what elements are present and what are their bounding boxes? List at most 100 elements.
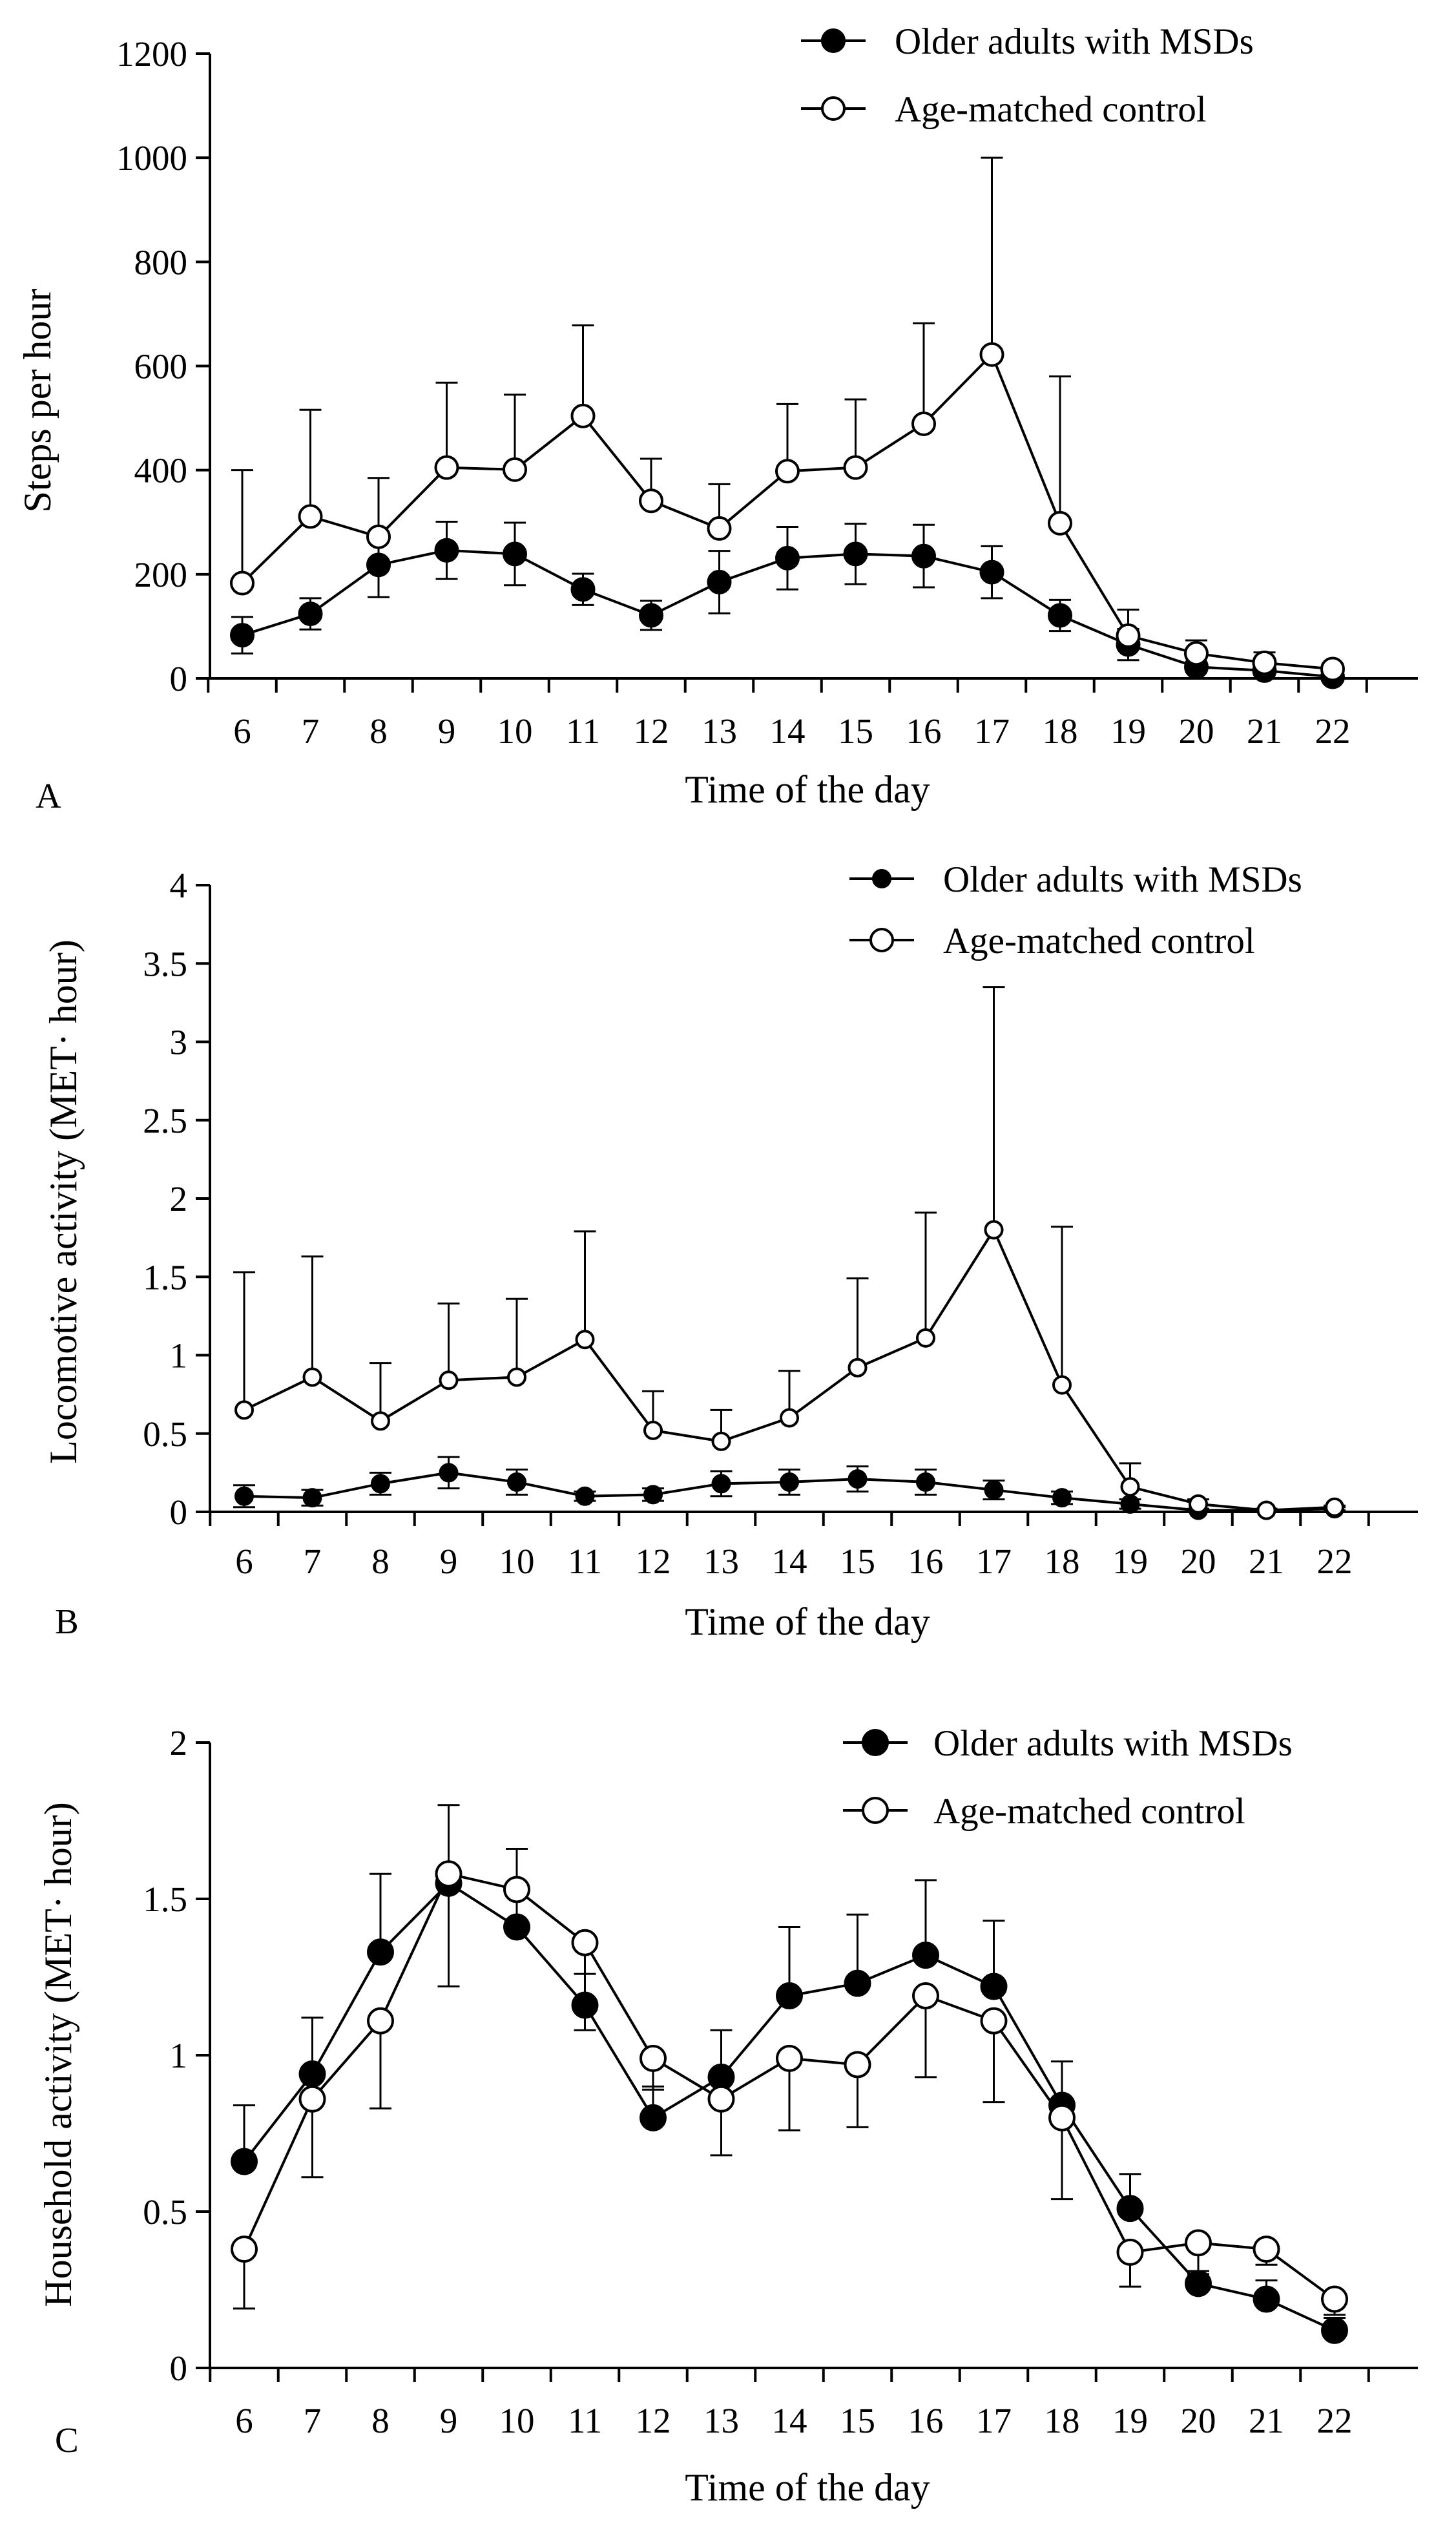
- panel-c-legend-marker-msd: [862, 1729, 889, 1756]
- panel-b-y-tick-label: 0.5: [143, 1414, 187, 1454]
- panel-a-control-point: [911, 411, 936, 436]
- panel-c-x-tick-label: 16: [908, 2401, 944, 2440]
- panel-b-x-tick-label: 22: [1317, 1542, 1353, 1581]
- panel-c-x-tick-label: 15: [840, 2401, 875, 2440]
- panel-c-y-tick-label: 1.5: [143, 1880, 187, 1919]
- panel-c-x-tick-label: 7: [304, 2401, 322, 2440]
- panel-b-msd-point: [371, 1474, 390, 1494]
- panel-a-msd-point: [911, 543, 936, 569]
- panel-c-control-point: [844, 2051, 871, 2079]
- panel-c-x-tick-label: 19: [1112, 2401, 1148, 2440]
- panel-b-control-point: [643, 1420, 663, 1440]
- panel-a-y-axis-title: Steps per hour: [16, 289, 59, 513]
- panel-c-x-tick-label: 6: [235, 2401, 253, 2440]
- panel-a-msd-point: [298, 602, 323, 627]
- panel-b-x-tick-label: 8: [371, 1542, 390, 1581]
- panel-b-control-point: [302, 1367, 322, 1387]
- panel-a-control-point: [979, 342, 1004, 367]
- panel-a-msd-point: [503, 541, 527, 567]
- panel-b-x-tick-label: 20: [1181, 1542, 1216, 1581]
- panel-a-control-point: [366, 524, 391, 549]
- panel-b-legend: Older adults with MSDs Age-matched contr…: [849, 859, 1302, 961]
- panel-b-x-tick-label: 17: [976, 1542, 1012, 1581]
- panel-b-legend-marker-msd: [872, 869, 891, 888]
- panel-a-msd-point: [979, 560, 1004, 585]
- panel-b-legend-label-control: Age-matched control: [943, 921, 1255, 961]
- panel-c-legend-label-control: Age-matched control: [933, 1791, 1245, 1832]
- panel-b-x-tick-label: 10: [499, 1542, 535, 1581]
- panel-c-x-tick-label: 20: [1181, 2401, 1216, 2440]
- panel-b: 0 0.5 1 1.5 2 2.5 3 3.5 4 6 7 8 9 10 11 12 13 14 15 16 17 18 1…: [42, 859, 1418, 1643]
- panel-c-control-point: [231, 2236, 258, 2263]
- panel-a-msd-point: [843, 541, 868, 567]
- panel-c-x-tick-label: 13: [703, 2401, 739, 2440]
- panel-a-x-axis-title: Time of the day: [685, 768, 930, 811]
- panel-b-control-point: [780, 1408, 799, 1428]
- panel-a-control-point: [230, 571, 255, 596]
- panel-c-x-tick-label: 21: [1249, 2401, 1284, 2440]
- panel-c-control-point: [707, 2085, 735, 2113]
- panel-a-msd-point: [366, 552, 391, 578]
- panel-b-control-point: [1052, 1375, 1072, 1395]
- panel-a-x-tick-label: 21: [1247, 711, 1282, 751]
- panel-a-control-point: [1252, 650, 1277, 675]
- panel-c-control-point: [640, 2044, 667, 2072]
- panel-a-msd-point: [775, 545, 800, 571]
- panel-a-x-tick-label: 8: [369, 711, 388, 751]
- panel-c-control-point: [435, 1860, 463, 1888]
- panel-b-msd-point: [302, 1488, 322, 1508]
- panel-b-x-tick-label: 14: [772, 1542, 807, 1581]
- panel-c-control-point: [571, 1929, 599, 1956]
- panel-c-control-point: [367, 2007, 394, 2035]
- panel-b-y-tick-label: 4: [170, 866, 188, 905]
- panel-a-control-point: [1320, 656, 1345, 682]
- panel-c-msd-point: [367, 1938, 394, 1966]
- panel-b-x-tick-label: 18: [1045, 1542, 1080, 1581]
- panel-c-legend: Older adults with MSDs Age-matched contr…: [843, 1723, 1293, 1832]
- panel-b-msd-point: [1052, 1488, 1072, 1508]
- panel-a-x-tick-label: 11: [566, 711, 600, 751]
- panel-b-x-tick-label: 19: [1112, 1542, 1148, 1581]
- panel-c-control-point: [298, 2085, 326, 2113]
- panel-c-y-tick-label: 0.5: [143, 2192, 187, 2232]
- panel-c-x-tick-label: 18: [1045, 2401, 1080, 2440]
- panel-a-y-tick-label: 1000: [116, 138, 187, 178]
- panel-a-y-tick-label: 600: [134, 347, 188, 386]
- panel-b-control-point: [234, 1400, 254, 1420]
- panel-a-msd-point: [230, 623, 255, 648]
- panel-b-y-tick-label: 3.5: [143, 944, 187, 983]
- panel-a-legend-marker-control: [821, 96, 846, 121]
- panel-b-control-point: [575, 1330, 595, 1350]
- panel-c-control-point: [980, 2007, 1008, 2035]
- panel-c-control-point: [1185, 2229, 1212, 2257]
- panel-b-control-point: [848, 1357, 868, 1377]
- panel-c-x-tick-label: 11: [568, 2401, 602, 2440]
- panel-b-x-tick-label: 15: [840, 1542, 875, 1581]
- panel-a-x-tick-label: 22: [1315, 711, 1351, 751]
- panel-c-msd-point: [1321, 2316, 1348, 2344]
- panel-c-x-tick-label: 12: [636, 2401, 671, 2440]
- panel-c-x-axis-title: Time of the day: [685, 2466, 930, 2509]
- panel-b-control-point: [916, 1328, 935, 1348]
- panel-b-y-tick-label: 1.5: [143, 1257, 187, 1297]
- panel-c-y-axis-title: Household activity (MET· hour): [37, 1802, 79, 2307]
- panel-b-msd-point: [711, 1474, 731, 1494]
- panel-b-msd-point: [507, 1472, 526, 1492]
- panel-c-msd-point: [1253, 2285, 1280, 2313]
- panel-b-x-tick-label: 7: [304, 1542, 322, 1581]
- panel-b-x-axis-title: Time of the day: [685, 1600, 930, 1643]
- panel-b-msd-point: [234, 1486, 254, 1506]
- panel-a-x-tick-label: 14: [770, 711, 806, 751]
- panel-c-control-point: [776, 2044, 803, 2072]
- panel-c-x-tick-label: 17: [976, 2401, 1012, 2440]
- panel-a-msd-point: [434, 538, 459, 563]
- panel-a-letter: A: [36, 776, 61, 815]
- panel-a-control-point: [503, 457, 527, 482]
- panel-b-msd-point: [643, 1485, 663, 1505]
- panel-a-x-tick-label: 10: [497, 711, 533, 751]
- panel-b-control-point: [371, 1411, 390, 1431]
- panel-c-x-tick-label: 22: [1317, 2401, 1353, 2440]
- panel-c-legend-label-msd: Older adults with MSDs: [933, 1723, 1293, 1764]
- panel-b-x-tick-label: 16: [908, 1542, 944, 1581]
